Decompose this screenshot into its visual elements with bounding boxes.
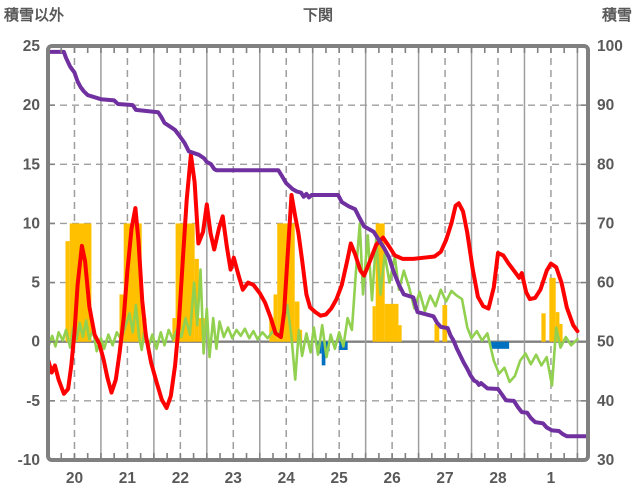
- left-axis-title: 積雪以外: [4, 7, 65, 24]
- right-tick-label: 70: [597, 215, 614, 232]
- x-tick-label: 1: [547, 470, 556, 487]
- orange-bars-segment: [65, 241, 70, 342]
- left-tick-label: 10: [23, 215, 40, 232]
- orange-bars-segment: [555, 312, 560, 342]
- orange-bars-segment: [194, 258, 199, 342]
- x-tick-label: 22: [172, 470, 189, 487]
- left-tick-label: 25: [23, 38, 41, 55]
- x-tick-label: 27: [436, 470, 453, 487]
- x-tick-label: 26: [383, 470, 401, 487]
- right-axis-title: 積雪: [601, 7, 632, 24]
- right-tick-label: 40: [597, 393, 614, 410]
- orange-bars-segment: [559, 323, 563, 342]
- orange-bars-segment: [119, 294, 124, 342]
- series-layer: [48, 49, 588, 439]
- left-tick-label: 20: [23, 97, 40, 114]
- blue-bars-segment: [321, 341, 326, 366]
- x-tick-label: 21: [119, 470, 137, 487]
- right-tick-label: 30: [597, 452, 614, 469]
- x-tick-label: 28: [489, 470, 507, 487]
- x-tick-label: 23: [225, 470, 243, 487]
- orange-bars-segment: [549, 277, 556, 342]
- orange-bars-segment: [269, 318, 274, 342]
- orange-bars-segment: [172, 318, 176, 342]
- x-tick-label: 24: [278, 470, 296, 487]
- orange-bars-segment: [273, 294, 278, 342]
- x-tick-label: 20: [66, 470, 83, 487]
- orange-bars-segment: [442, 305, 448, 342]
- left-tick-label: 5: [31, 275, 40, 292]
- orange-bars-segment: [294, 301, 300, 342]
- red-line: [48, 152, 580, 410]
- left-tick-label: -5: [26, 393, 40, 410]
- right-tick-label: 50: [597, 334, 614, 351]
- right-tick-label: 80: [597, 156, 614, 173]
- blue-bars-segment: [491, 341, 510, 349]
- x-tick-label: 25: [331, 470, 349, 487]
- orange-bars-segment: [434, 323, 440, 342]
- plot-frame: [46, 44, 590, 462]
- right-tick-label: 100: [597, 38, 623, 55]
- left-tick-label: -10: [18, 452, 40, 469]
- blue-bars: [317, 341, 510, 366]
- right-tick-label: 60: [597, 275, 614, 292]
- orange-bars-segment: [372, 306, 376, 342]
- orange-bars-segment: [384, 303, 399, 342]
- left-tick-label: 0: [31, 334, 40, 351]
- right-tick-label: 90: [597, 97, 614, 114]
- orange-bars-segment: [541, 313, 546, 342]
- orange-bars-segment: [398, 325, 402, 342]
- purple-line: [48, 49, 588, 439]
- left-tick-label: 15: [23, 156, 41, 173]
- chart-title: 下関: [302, 7, 333, 24]
